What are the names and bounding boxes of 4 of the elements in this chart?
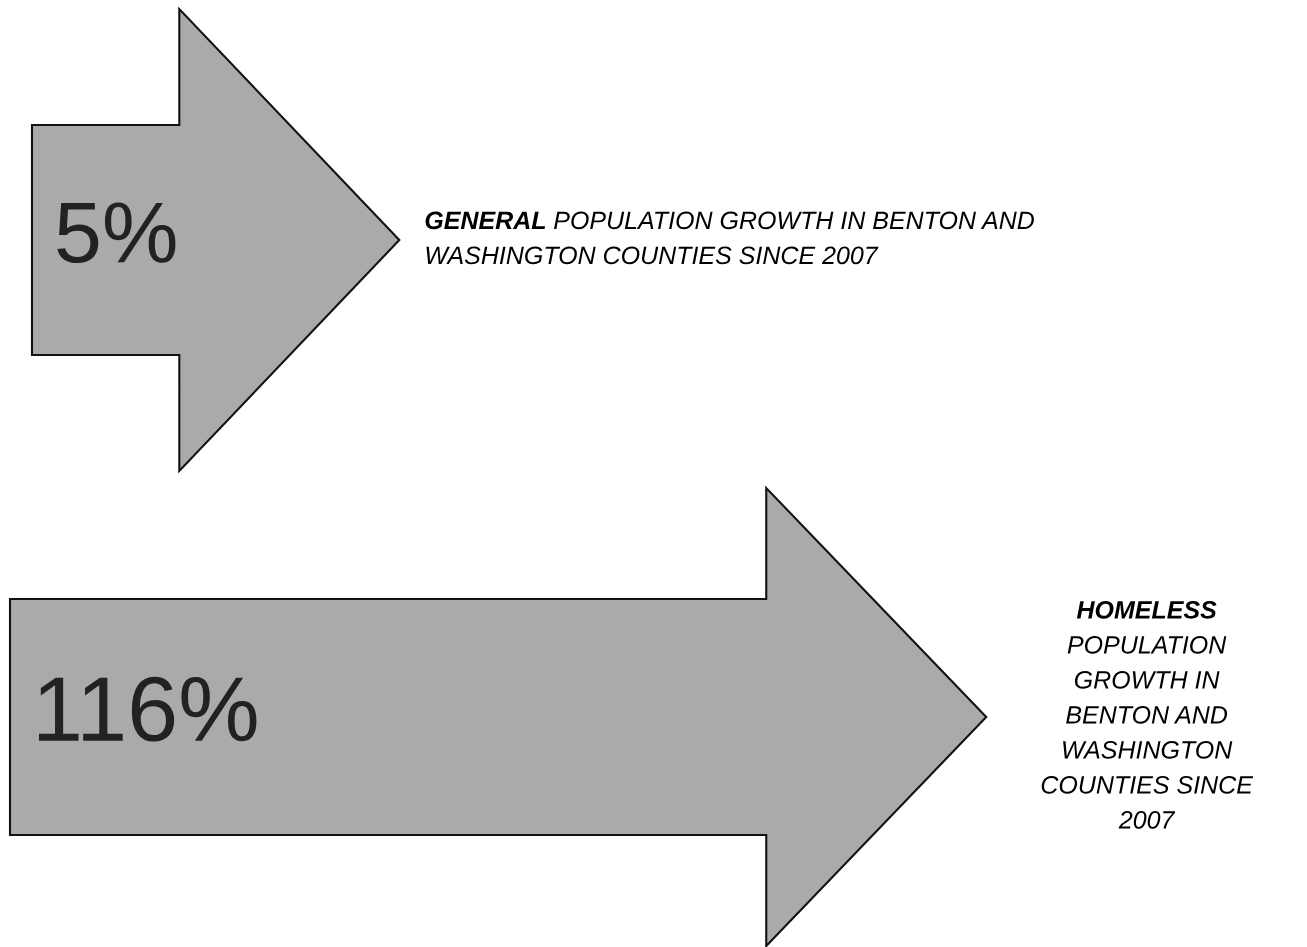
category-label: HOMELESS POPULATION GROWTH IN BENTON AND WASHINGTON COUNTIES SINCE 2007 [1041, 601, 1254, 829]
data-label: 116% [38, 676, 257, 742]
category-label: GENERAL POPULATION GROWTH IN BENTON AND WASHINGTON COUNTIES SINCE 2007 [425, 211, 1034, 265]
data-label: 5% [57, 202, 176, 264]
